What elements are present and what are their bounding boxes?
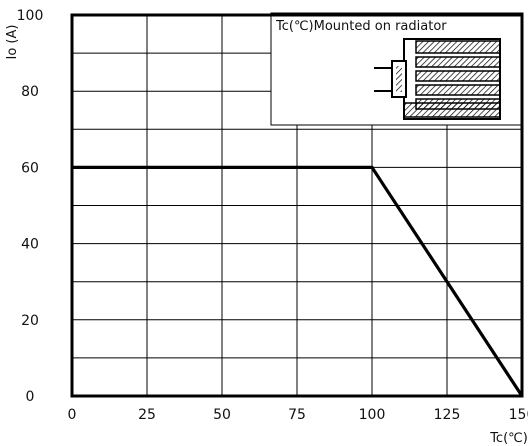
y-tick-label: 100 — [17, 8, 44, 24]
plot-frame — [70, 13, 524, 398]
annotation-box: Tc(℃)Mounted on radiator — [270, 12, 524, 126]
x-tick-label: 75 — [288, 407, 306, 423]
tick-labels: 0 25 50 75 100 125 150 0 20 40 60 80 100 — [17, 8, 528, 423]
series-line — [72, 165, 524, 397]
y-tick-label: 0 — [26, 389, 35, 405]
heatsink-icon — [374, 38, 501, 120]
y-tick-label: 40 — [21, 237, 39, 253]
x-tick-label: 150 — [509, 407, 528, 423]
y-tick-label: 20 — [21, 313, 39, 329]
y-tick-label: 80 — [21, 84, 39, 100]
x-tick-label: 25 — [138, 407, 156, 423]
x-tick-label: 125 — [434, 407, 461, 423]
x-tick-label: 100 — [359, 407, 386, 423]
x-tick-label: 0 — [68, 407, 77, 423]
x-tick-label: 50 — [213, 407, 231, 423]
y-axis-label: Io (A) — [5, 25, 20, 60]
x-axis-label: Tc(℃) — [489, 431, 528, 446]
y-tick-label: 60 — [21, 160, 39, 176]
annotation-text: Tc(℃)Mounted on radiator — [275, 19, 447, 34]
